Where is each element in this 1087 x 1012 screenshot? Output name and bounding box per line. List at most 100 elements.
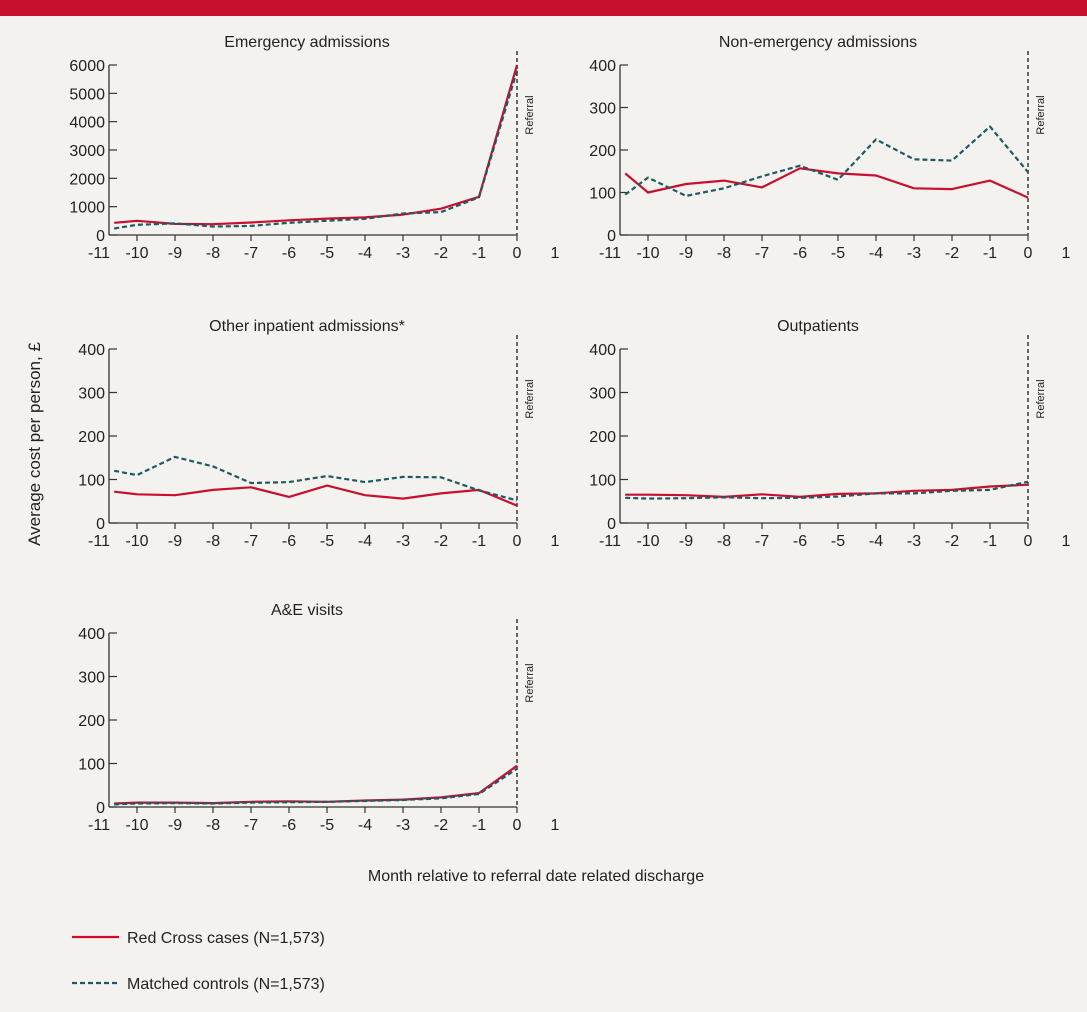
x-tick-label: -7 — [244, 245, 258, 262]
x-tick-label: -11 — [88, 817, 110, 834]
y-tick-label: 400 — [78, 626, 105, 643]
x-axis-label: Month relative to referral date related … — [368, 868, 704, 885]
x-tick-label: -11 — [599, 245, 621, 262]
x-tick-label: 0 — [1024, 245, 1033, 262]
y-tick-label: 0 — [607, 228, 616, 245]
x-tick-label: -8 — [717, 533, 731, 550]
x-tick-label: 0 — [513, 533, 522, 550]
y-tick-label: 300 — [78, 670, 105, 687]
x-tick-label: -8 — [206, 817, 220, 834]
series-line-red-cross — [114, 64, 519, 226]
y-tick-label: 300 — [589, 101, 616, 118]
x-tick-label: 0 — [513, 245, 522, 262]
y-tick-label: 200 — [589, 429, 616, 446]
series-line-red-cross — [114, 484, 518, 507]
x-tick-label: 0 — [513, 817, 522, 834]
panel-emergency-admissions: Emergency admissions 0 1000 2000 3000 4000 500… — [69, 34, 559, 262]
y-tick-label: 300 — [78, 386, 105, 403]
referral-label: Referral — [524, 379, 536, 418]
x-tick-label: -5 — [320, 533, 334, 550]
y-tick-label: 100 — [589, 186, 616, 203]
x-tick-label: -5 — [831, 245, 845, 262]
x-tick-label: -2 — [434, 817, 448, 834]
x-tick-label: -7 — [244, 817, 258, 834]
x-tick-label: -8 — [206, 245, 220, 262]
x-tick-label: -7 — [755, 245, 769, 262]
y-tick-label: 400 — [78, 342, 105, 359]
x-tick-label: -10 — [125, 817, 148, 834]
series-line-red-cross — [114, 764, 518, 805]
x-tick-label: -7 — [755, 533, 769, 550]
x-tick-label: -6 — [282, 245, 296, 262]
panel-other-inpatient-admissions: Other inpatient admissions* 0 100 200 300 400… — [78, 318, 559, 550]
referral-label: Referral — [524, 95, 536, 134]
x-tick-label: -8 — [206, 533, 220, 550]
y-tick-label: 200 — [589, 143, 616, 160]
x-tick-label: -4 — [358, 245, 372, 262]
y-tick-label: 300 — [589, 386, 616, 403]
y-tick-label: 0 — [96, 228, 105, 245]
x-tick-label: -9 — [168, 533, 182, 550]
series-line-matched — [113, 455, 518, 502]
series-line-matched — [624, 125, 1029, 197]
panel-non-emergency-admissions: Non-emergency admissions0100200300400-11… — [589, 34, 1070, 262]
x-tick-label: -2 — [945, 533, 959, 550]
y-tick-label: 200 — [78, 713, 105, 730]
figure: Emergency admissions01000200030004000500… — [25, 34, 1071, 993]
legend-label-matched: Matched controls (N=1,573) — [127, 976, 325, 993]
legend: Red Cross cases (N=1,573) Matched contro… — [72, 930, 325, 993]
x-tick-label: -11 — [599, 533, 621, 550]
x-tick-label: -9 — [679, 533, 693, 550]
x-tick-label: -3 — [907, 533, 921, 550]
x-tick-label: -4 — [869, 533, 883, 550]
referral-label: Referral — [1035, 379, 1047, 418]
x-tick-label: -4 — [358, 533, 372, 550]
y-tick-label: 0 — [607, 516, 616, 533]
x-tick-label: -6 — [282, 817, 296, 834]
y-tick-label: 400 — [589, 342, 616, 359]
panel-title: Non-emergency admissions — [719, 34, 917, 51]
series-line-red-cross — [624, 167, 1029, 199]
x-tick-label: -10 — [636, 245, 659, 262]
referral-label: Referral — [1035, 95, 1047, 134]
x-tick-label: -9 — [168, 817, 182, 834]
x-tick-label: 1 — [551, 245, 560, 262]
x-tick-label: -3 — [907, 245, 921, 262]
x-tick-label: -10 — [125, 245, 148, 262]
y-tick-label: 3000 — [69, 143, 105, 160]
x-tick-label: -2 — [434, 245, 448, 262]
x-tick-label: -10 — [125, 533, 148, 550]
x-tick-label: -4 — [358, 817, 372, 834]
series-line-matched — [625, 480, 1029, 500]
panel-title: A&E visits — [271, 602, 343, 619]
top-accent-bar — [0, 0, 1087, 16]
referral-label: Referral — [524, 663, 536, 702]
legend-label-red-cross: Red Cross cases (N=1,573) — [127, 930, 325, 947]
x-tick-label: -8 — [717, 245, 731, 262]
x-tick-label: 1 — [1062, 533, 1071, 550]
panel-title: Emergency admissions — [224, 34, 389, 51]
x-tick-label: -4 — [869, 245, 883, 262]
y-tick-label: 0 — [96, 800, 105, 817]
x-tick-label: -3 — [396, 817, 410, 834]
x-tick-label: -11 — [88, 533, 110, 550]
y-axis-label: Average cost per person, £ — [25, 342, 44, 546]
series-line-red-cross — [625, 483, 1029, 498]
y-tick-label: 200 — [78, 429, 105, 446]
y-tick-label: 100 — [78, 757, 105, 774]
x-tick-label: -1 — [983, 533, 997, 550]
x-tick-label: -1 — [983, 245, 997, 262]
x-tick-label: -6 — [793, 533, 807, 550]
series-line-matched — [114, 70, 519, 230]
x-tick-label: 1 — [1062, 245, 1071, 262]
x-tick-label: -3 — [396, 533, 410, 550]
x-tick-label: -6 — [282, 533, 296, 550]
y-tick-label: 1000 — [69, 200, 105, 217]
panel-title: Other inpatient admissions* — [209, 318, 405, 335]
x-tick-label: -5 — [831, 533, 845, 550]
y-tick-label: 6000 — [69, 58, 105, 75]
x-tick-label: -2 — [945, 245, 959, 262]
y-tick-label: 100 — [78, 473, 105, 490]
